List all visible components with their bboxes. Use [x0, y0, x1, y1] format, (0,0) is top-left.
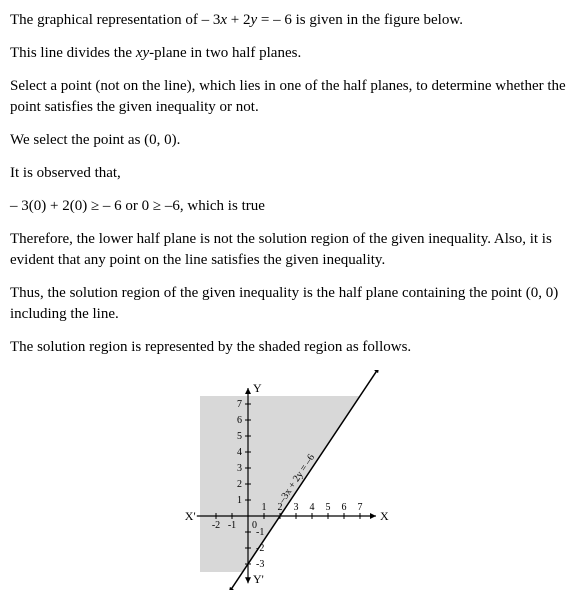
x-tick-label: 4 [310, 502, 315, 513]
y-tick-label: 2 [237, 479, 242, 490]
para-5: It is observed that, [10, 163, 574, 184]
y-tick-label: 7 [237, 399, 242, 410]
para-7: Therefore, the lower half plane is not t… [10, 229, 574, 271]
x-axis-label-prime: X' [185, 509, 196, 523]
y-axis-label-prime: Y' [253, 572, 264, 586]
x-tick-label: 3 [294, 502, 299, 513]
x-tick-label: 1 [262, 502, 267, 513]
x-tick-label: 6 [342, 502, 347, 513]
chart-container: 12345671234567-1-2-3-2-10XX'YY'–3x + 2y … [10, 370, 574, 590]
x-axis-label: X [380, 509, 389, 523]
para-2: This line divides the xy-plane in two ha… [10, 43, 574, 64]
y-tick-label: 1 [237, 495, 242, 506]
y-tick-label: 6 [237, 415, 242, 426]
x-neg-label: -1 [228, 520, 236, 531]
para-4: We select the point as (0, 0). [10, 130, 574, 151]
x-neg-label: -2 [212, 520, 220, 531]
y-tick-label: 5 [237, 431, 242, 442]
y-tick-label: 4 [237, 447, 242, 458]
para-3: Select a point (not on the line), which … [10, 76, 574, 118]
x-arrow-right-icon [370, 513, 376, 519]
y-axis-label: Y [253, 381, 262, 395]
y-arrow-up-icon [245, 388, 251, 394]
x-tick-label: 2 [278, 502, 283, 513]
para-6: – 3(0) + 2(0) ≥ – 6 or 0 ≥ –6, which is … [10, 196, 574, 217]
y-arrow-down-icon [245, 577, 251, 583]
y-tick-neg-label: -3 [256, 559, 264, 570]
solution-region-chart: 12345671234567-1-2-3-2-10XX'YY'–3x + 2y … [162, 370, 422, 590]
origin-label: 0 [252, 520, 257, 531]
x-tick-label: 7 [358, 502, 363, 513]
y-tick-neg-label: -1 [256, 527, 264, 538]
shaded-region [200, 396, 360, 572]
para-8: Thus, the solution region of the given i… [10, 283, 574, 325]
x-tick-label: 5 [326, 502, 331, 513]
para-9: The solution region is represented by th… [10, 337, 574, 358]
para-1: The graphical representation of – 3x + 2… [10, 10, 574, 31]
y-tick-label: 3 [237, 463, 242, 474]
